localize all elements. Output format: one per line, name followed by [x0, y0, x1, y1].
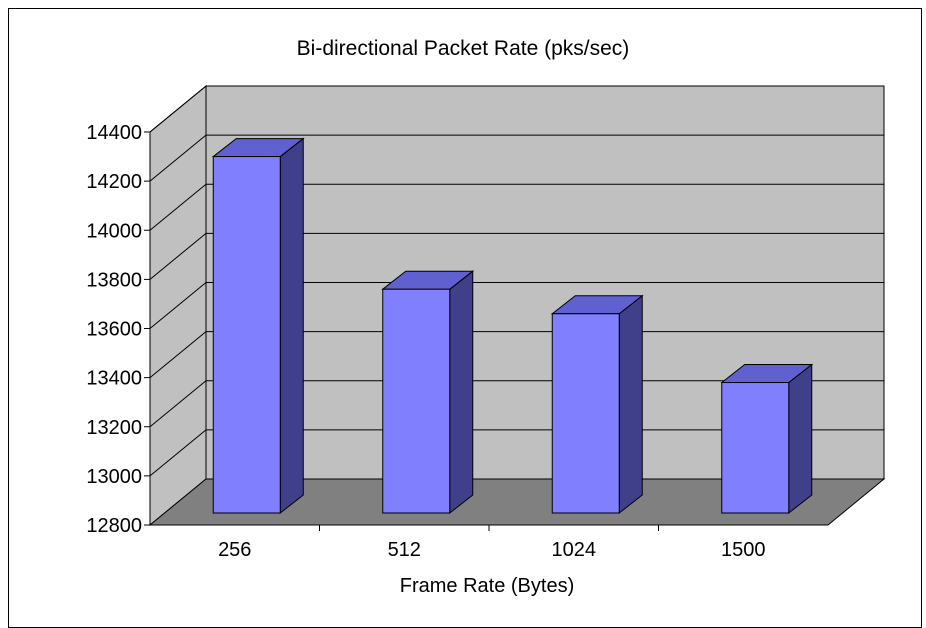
gridlines — [149, 85, 884, 477]
x-tick-label: 1500 — [721, 539, 766, 561]
gridline — [149, 85, 884, 133]
bar — [550, 294, 644, 515]
y-tick-label: 13400 — [86, 368, 142, 390]
bar — [720, 363, 814, 515]
gridline — [149, 429, 884, 477]
y-axis-ticks: 12800 13000 13200 13400 13600 13800 14000 14200… — [86, 122, 828, 537]
y-tick-label: 13200 — [86, 417, 142, 439]
y-tick-label: 12800 — [86, 515, 142, 537]
bar-chart: Bi-directional Packet Rate (pks/sec) Fra… — [86, 37, 886, 597]
bar — [211, 137, 305, 515]
y-tick-label: 13000 — [86, 466, 142, 488]
x-axis-title: Frame Rate (Bytes) — [400, 575, 574, 597]
x-tick-label: 512 — [388, 539, 421, 561]
gridline — [149, 134, 884, 182]
gridline — [149, 331, 884, 379]
y-tick-label: 14400 — [86, 122, 142, 144]
chart-title: Bi-directional Packet Rate (pks/sec) — [297, 37, 630, 60]
x-tick-label: 256 — [218, 539, 251, 561]
gridline — [149, 282, 884, 329]
y-tick-label: 13600 — [86, 319, 142, 341]
bar — [381, 270, 475, 515]
y-tick-label: 14000 — [86, 220, 142, 242]
gridline — [149, 380, 884, 428]
y-tick-label: 13800 — [86, 269, 142, 291]
y-tick-label: 14200 — [86, 171, 142, 193]
gridline — [149, 183, 884, 231]
gridline — [149, 232, 884, 280]
x-axis-ticks: 256 512 1024 1500 — [218, 525, 766, 561]
x-tick-label: 1024 — [552, 539, 597, 561]
bars — [211, 137, 814, 515]
